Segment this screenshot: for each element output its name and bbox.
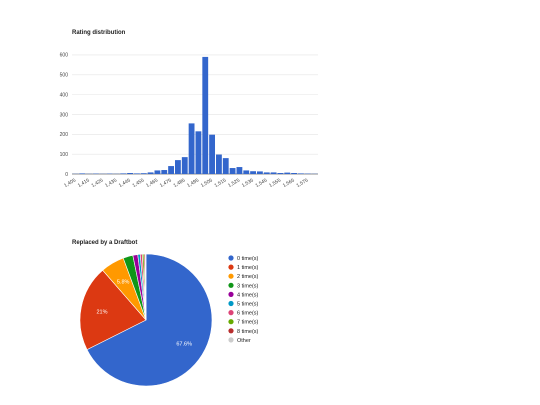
pie-chart-title: Replaced by a Draftbot xyxy=(72,240,138,246)
histogram-bar xyxy=(243,170,250,174)
legend-marker xyxy=(228,255,234,261)
histogram-bar xyxy=(127,173,133,174)
x-tick-label: 1,485 xyxy=(172,177,186,189)
slice-percent-label: 67.6% xyxy=(176,342,192,348)
legend-marker xyxy=(228,282,234,288)
x-tick-label: 1,445 xyxy=(118,177,132,189)
y-tick-label: 100 xyxy=(60,152,69,158)
x-tick-label: 1,415 xyxy=(77,177,91,189)
legend-label: 5 time(s) xyxy=(237,302,259,308)
legend-marker xyxy=(228,337,234,343)
legend-marker xyxy=(228,291,234,297)
histogram-bar xyxy=(161,170,168,174)
histogram-bar xyxy=(154,170,161,174)
x-tick-label: 1,495 xyxy=(186,177,200,189)
histogram-bar xyxy=(222,158,229,174)
histogram-bar xyxy=(175,160,181,174)
histogram-bar xyxy=(202,56,209,174)
histogram-bar xyxy=(181,157,188,174)
histogram-bar xyxy=(195,131,202,174)
pie-slice xyxy=(86,253,213,387)
x-tick-label: 1,545 xyxy=(254,177,268,189)
histogram-bar xyxy=(270,172,277,174)
pie-slice xyxy=(79,269,147,350)
x-tick-label: 1,425 xyxy=(90,177,104,189)
histogram-bar xyxy=(188,123,195,174)
legend-label: Other xyxy=(237,338,251,344)
legend-label: 8 time(s) xyxy=(237,329,259,335)
x-tick-label: 1,575 xyxy=(295,177,309,189)
x-tick-label: 1,465 xyxy=(145,177,159,189)
y-tick-label: 300 xyxy=(60,112,69,118)
legend-marker xyxy=(228,264,234,270)
slice-percent-label: 21% xyxy=(96,309,107,315)
histogram-bar xyxy=(263,172,270,174)
legend-marker xyxy=(228,328,234,334)
x-tick-label: 1,565 xyxy=(282,177,296,189)
x-tick-label: 1,505 xyxy=(200,177,214,189)
histogram-bar xyxy=(147,172,154,174)
y-tick-label: 400 xyxy=(60,92,69,98)
histogram-bar xyxy=(229,168,236,174)
legend-marker xyxy=(228,273,234,279)
histogram-bar xyxy=(250,171,256,174)
legend-label: 6 time(s) xyxy=(237,311,259,317)
x-tick-label: 1,405 xyxy=(63,177,77,189)
histogram-bar xyxy=(140,173,147,174)
legend-label: 2 time(s) xyxy=(237,274,259,280)
histogram-title: Rating distribution xyxy=(72,30,126,36)
x-tick-label: 1,535 xyxy=(241,177,255,189)
x-tick-label: 1,455 xyxy=(131,177,145,189)
y-tick-label: 0 xyxy=(65,172,68,178)
legend-marker xyxy=(228,300,234,307)
histogram-bar xyxy=(298,173,304,174)
x-tick-label: 1,515 xyxy=(213,177,227,189)
legend-marker xyxy=(228,319,234,325)
x-tick-label: 1,435 xyxy=(104,177,118,189)
histogram-bar xyxy=(277,173,284,174)
x-tick-label: 1,475 xyxy=(159,177,173,189)
y-tick-label: 200 xyxy=(60,132,69,138)
legend-label: 1 time(s) xyxy=(237,265,259,271)
legend-label: 7 time(s) xyxy=(237,320,259,326)
pie-slice xyxy=(144,253,147,321)
legend-label: 4 time(s) xyxy=(237,292,259,298)
x-tick-label: 1,525 xyxy=(227,177,241,189)
histogram-bar xyxy=(79,173,86,174)
histogram-bar xyxy=(257,171,263,174)
histogram-bar xyxy=(216,154,222,174)
legend-label: 3 time(s) xyxy=(237,283,259,289)
histogram-bar xyxy=(134,173,140,174)
histogram-bar xyxy=(291,173,297,174)
x-tick-label: 1,555 xyxy=(268,177,282,189)
histogram-bar xyxy=(284,172,291,174)
y-tick-label: 600 xyxy=(60,53,69,59)
legend-marker xyxy=(228,310,234,316)
histogram-bar xyxy=(168,166,174,174)
histogram-bar xyxy=(120,173,127,174)
y-tick-label: 500 xyxy=(60,73,69,79)
slice-percent-label: 5.8% xyxy=(117,279,130,285)
legend-label: 0 time(s) xyxy=(237,256,259,262)
histogram-bar xyxy=(236,167,243,174)
histogram-bar xyxy=(209,134,215,174)
